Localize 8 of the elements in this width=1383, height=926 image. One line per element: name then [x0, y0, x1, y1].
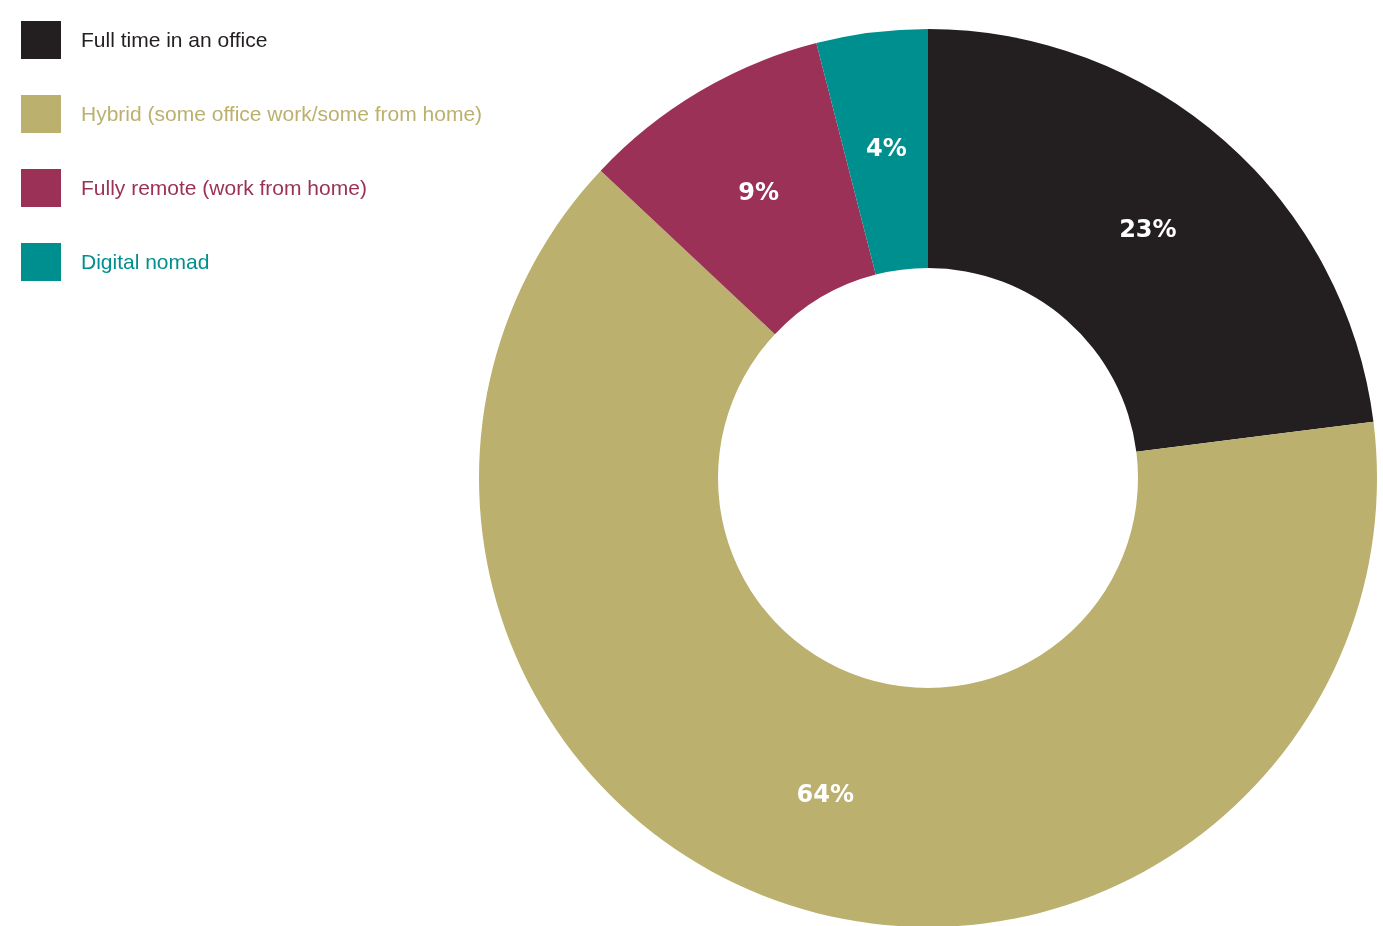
legend-label: Fully remote (work from home)	[81, 176, 367, 200]
legend-label: Full time in an office	[81, 28, 268, 52]
data-label: 23%	[1119, 214, 1177, 243]
data-label: 9%	[738, 177, 780, 206]
data-label: 64%	[796, 780, 854, 809]
legend-label: Hybrid (some office work/some from home)	[81, 102, 483, 126]
data-label: 4%	[865, 134, 907, 163]
legend-label: Digital nomad	[81, 250, 210, 274]
